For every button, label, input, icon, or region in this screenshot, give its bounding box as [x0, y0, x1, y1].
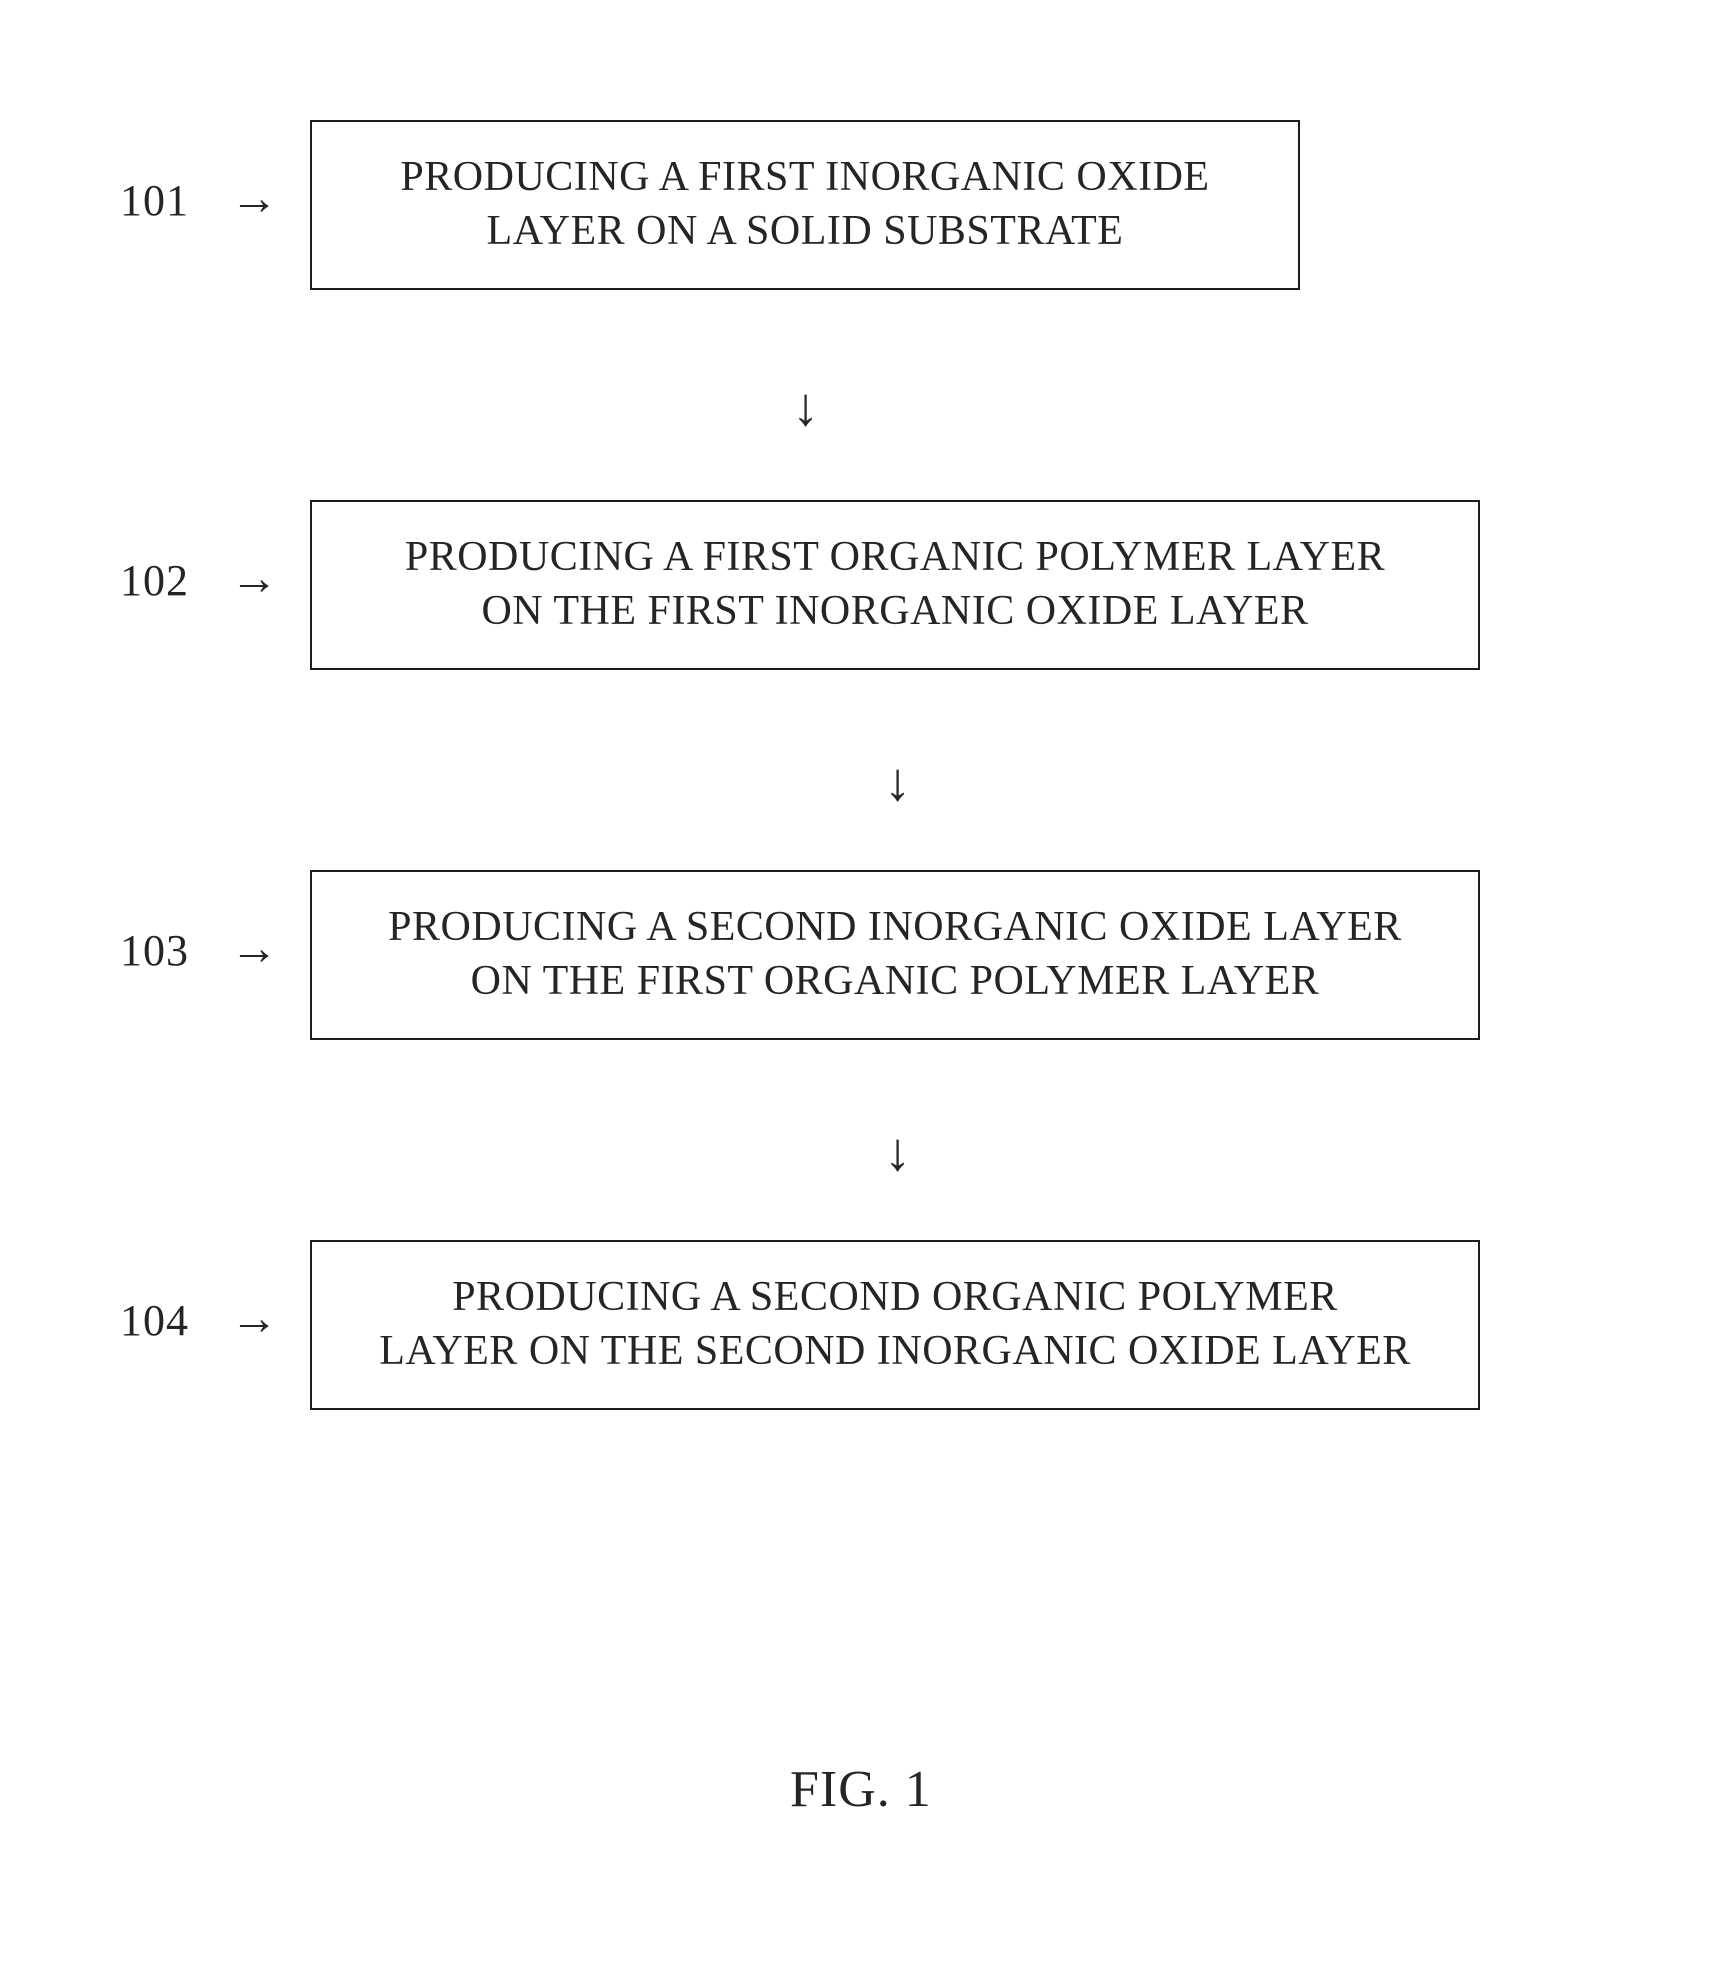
step-103-label: 103	[120, 925, 189, 976]
step-103-box: PRODUCING A SECOND INORGANIC OXIDE LAYER…	[310, 870, 1480, 1040]
connector-3-down-arrow-icon: ↓	[884, 1125, 911, 1179]
connector-2-down-arrow-icon: ↓	[884, 755, 911, 809]
step-102-text: PRODUCING A FIRST ORGANIC POLYMER LAYERO…	[405, 531, 1385, 639]
step-104-box: PRODUCING A SECOND ORGANIC POLYMERLAYER …	[310, 1240, 1480, 1410]
step-102-box: PRODUCING A FIRST ORGANIC POLYMER LAYERO…	[310, 500, 1480, 670]
step-101-text: PRODUCING A FIRST INORGANIC OXIDELAYER O…	[400, 151, 1209, 259]
step-104-text: PRODUCING A SECOND ORGANIC POLYMERLAYER …	[379, 1271, 1411, 1379]
step-103-text: PRODUCING A SECOND INORGANIC OXIDE LAYER…	[388, 901, 1402, 1009]
step-104-label: 104	[120, 1295, 189, 1346]
step-101-box: PRODUCING A FIRST INORGANIC OXIDELAYER O…	[310, 120, 1300, 290]
step-102-arrow-icon: →	[230, 555, 278, 603]
step-101-label: 101	[120, 175, 189, 226]
step-101-arrow-icon: →	[230, 175, 278, 223]
step-104-arrow-icon: →	[230, 1295, 278, 1343]
step-103-arrow-icon: →	[230, 925, 278, 973]
step-102-label: 102	[120, 555, 189, 606]
figure-label: FIG. 1	[790, 1760, 932, 1819]
flowchart-canvas: 101 → PRODUCING A FIRST INORGANIC OXIDEL…	[0, 0, 1733, 1983]
connector-1-down-arrow-icon: ↓	[792, 380, 819, 434]
